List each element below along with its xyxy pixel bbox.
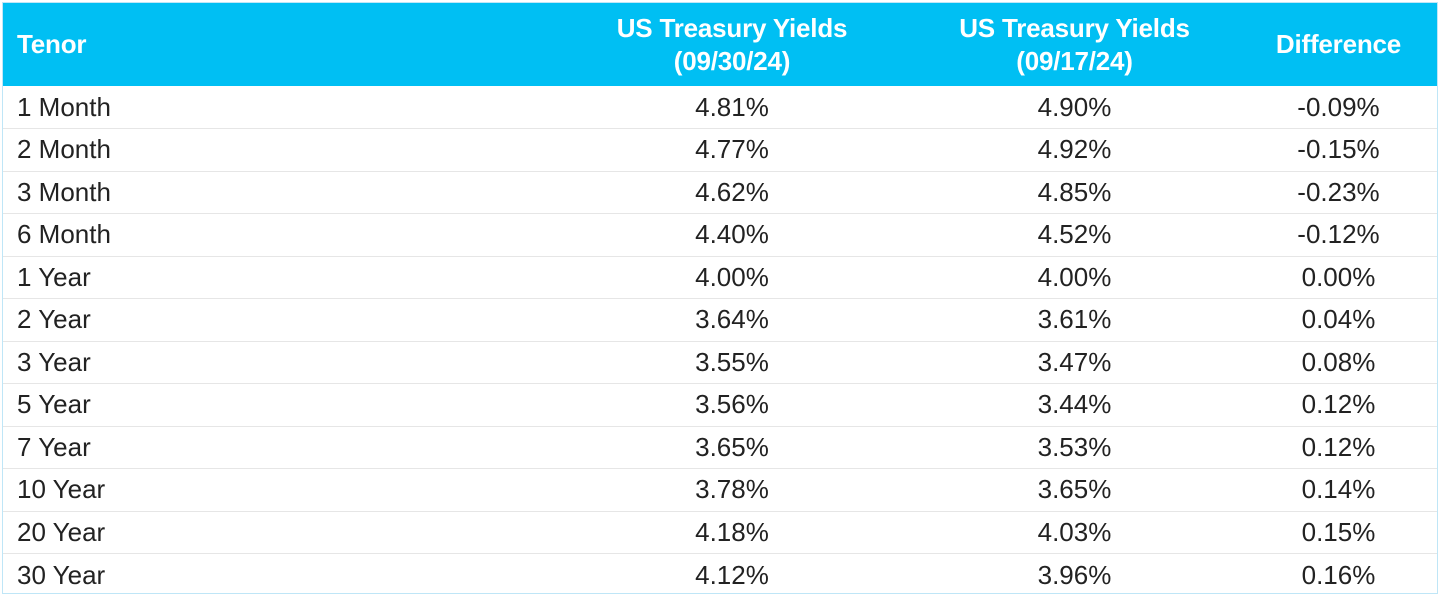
cell-yield-0917: 4.03% bbox=[911, 510, 1238, 554]
cell-yield-0917: 4.92% bbox=[911, 128, 1238, 171]
cell-tenor: 5 Year bbox=[3, 383, 553, 426]
cell-difference: 0.16% bbox=[1238, 553, 1437, 593]
cell-yield-0930: 3.64% bbox=[553, 298, 911, 341]
cell-difference: 0.12% bbox=[1238, 425, 1437, 469]
table-row: 5 Year 3.56% 3.44% 0.12% bbox=[3, 383, 1437, 426]
cell-difference: 0.00% bbox=[1238, 255, 1437, 299]
header-tenor-label: Tenor bbox=[17, 29, 87, 59]
table-body: 1 Month 4.81% 4.90% -0.09% 2 Month 4.77% 4.92%… bbox=[3, 86, 1437, 593]
cell-yield-0917: 4.00% bbox=[911, 255, 1238, 299]
cell-difference: -0.15% bbox=[1238, 128, 1437, 171]
cell-difference: 0.04% bbox=[1238, 298, 1437, 341]
table-row: 10 Year 3.78% 3.65% 0.14% bbox=[3, 468, 1437, 511]
cell-yield-0917: 4.90% bbox=[1037, 91, 1112, 122]
table-row: 1 Month 4.81% 4.90% -0.09% bbox=[3, 86, 1437, 129]
cell-difference: 0.15% bbox=[1238, 510, 1437, 554]
cell-yield-0917: 3.65% bbox=[911, 468, 1238, 511]
header-yields-0917: US Treasury Yields (09/17/24) bbox=[911, 3, 1238, 86]
header-tenor: Tenor bbox=[3, 3, 553, 86]
table-row: 3 Year 3.55% 3.47% 0.08% bbox=[3, 340, 1437, 384]
header-row: Tenor US Treasury Yields (09/30/24) US T… bbox=[3, 3, 1437, 86]
table-row: 20 Year 4.18% 4.03% 0.15% bbox=[3, 510, 1437, 554]
cell-yield-0917: 3.53% bbox=[911, 425, 1238, 469]
header-yields-0917-line1: US Treasury Yields bbox=[959, 12, 1190, 43]
header-yields-0930-line1: US Treasury Yields bbox=[616, 12, 848, 43]
cell-difference: -0.23% bbox=[1238, 170, 1437, 214]
cell-tenor: 6 Month bbox=[3, 213, 553, 256]
cell-yield-0930: 4.40% bbox=[553, 213, 911, 256]
treasury-yields-table: Tenor US Treasury Yields (09/30/24) US T… bbox=[3, 3, 1437, 593]
cell-yield-0930: 3.55% bbox=[553, 340, 911, 384]
cell-yield-0930: 4.12% bbox=[553, 553, 911, 593]
cell-difference: 0.08% bbox=[1238, 340, 1437, 384]
header-yields-0930-line2: (09/30/24) bbox=[673, 45, 791, 76]
cell-difference: -0.09% bbox=[1297, 91, 1380, 122]
cell-yield-0930: 4.18% bbox=[553, 510, 911, 554]
table-header: Tenor US Treasury Yields (09/30/24) US T… bbox=[3, 3, 1437, 86]
cell-tenor: 7 Year bbox=[3, 425, 553, 469]
header-yields-0930: US Treasury Yields (09/30/24) bbox=[553, 3, 911, 86]
table-row: 30 Year 4.12% 3.96% 0.16% bbox=[3, 553, 1437, 593]
cell-yield-0917: 3.44% bbox=[911, 383, 1238, 426]
cell-yield-0917: 3.61% bbox=[911, 298, 1238, 341]
cell-yield-0917: 4.85% bbox=[911, 170, 1238, 214]
cell-yield-0930: 4.00% bbox=[553, 255, 911, 299]
cell-difference: -0.12% bbox=[1238, 213, 1437, 256]
cell-yield-0917: 3.96% bbox=[911, 553, 1238, 593]
cell-tenor: 2 Month bbox=[3, 128, 553, 171]
table-row: 2 Year 3.64% 3.61% 0.04% bbox=[3, 298, 1437, 341]
cell-tenor: 1 Year bbox=[3, 255, 553, 299]
cell-tenor: 30 Year bbox=[3, 553, 553, 593]
header-yields-0917-line2: (09/17/24) bbox=[1016, 45, 1133, 76]
cell-yield-0930: 3.56% bbox=[553, 383, 911, 426]
cell-difference: 0.14% bbox=[1238, 468, 1437, 511]
cell-tenor: 2 Year bbox=[3, 298, 553, 341]
header-difference-label: Difference bbox=[1275, 29, 1402, 59]
cell-tenor: 20 Year bbox=[3, 510, 553, 554]
cell-tenor: 3 Year bbox=[3, 340, 553, 384]
cell-yield-0917: 4.52% bbox=[911, 213, 1238, 256]
cell-yield-0917: 3.47% bbox=[911, 340, 1238, 384]
table-row: 6 Month 4.40% 4.52% -0.12% bbox=[3, 213, 1437, 256]
cell-tenor: 3 Month bbox=[3, 170, 553, 214]
table-row: 2 Month 4.77% 4.92% -0.15% bbox=[3, 128, 1437, 171]
cell-difference: 0.12% bbox=[1238, 383, 1437, 426]
table-row: 1 Year 4.00% 4.00% 0.00% bbox=[3, 255, 1437, 299]
cell-yield-0930: 3.78% bbox=[553, 468, 911, 511]
cell-yield-0930: 3.65% bbox=[553, 425, 911, 469]
table-row: 7 Year 3.65% 3.53% 0.12% bbox=[3, 425, 1437, 469]
cell-tenor: 10 Year bbox=[3, 468, 553, 511]
table-row: 3 Month 4.62% 4.85% -0.23% bbox=[3, 170, 1437, 214]
cell-tenor: 1 Month bbox=[17, 91, 111, 122]
cell-yield-0930: 4.81% bbox=[695, 91, 769, 122]
cell-yield-0930: 4.62% bbox=[553, 170, 911, 214]
header-difference: Difference bbox=[1238, 3, 1437, 86]
cell-yield-0930: 4.77% bbox=[553, 128, 911, 171]
